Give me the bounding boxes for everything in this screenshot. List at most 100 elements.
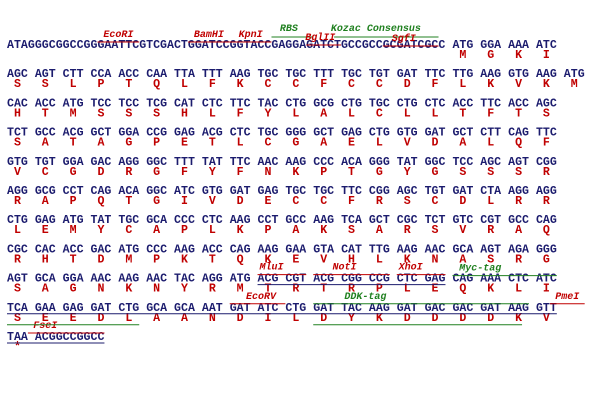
amino-acid: Q bbox=[543, 224, 550, 237]
amino-acid: Y bbox=[265, 107, 272, 120]
amino-acid: G bbox=[153, 166, 160, 179]
codon: CTC bbox=[202, 214, 223, 227]
amino-acid: K bbox=[487, 78, 494, 91]
codon: AAG bbox=[174, 243, 195, 256]
codon: TAC bbox=[174, 273, 195, 286]
codon: TTC bbox=[425, 68, 446, 81]
codon: CCT bbox=[258, 214, 279, 227]
amino-acid: I bbox=[543, 283, 550, 296]
amino-acid: P bbox=[97, 78, 104, 91]
amino-acid: L bbox=[125, 312, 132, 325]
codon: TCC bbox=[452, 156, 473, 169]
amino-acid: F bbox=[181, 166, 188, 179]
amino-acid: F bbox=[543, 137, 550, 150]
amino-acid: T bbox=[209, 253, 216, 266]
codon: CTG bbox=[341, 97, 362, 110]
amino-acid: E bbox=[42, 224, 49, 237]
codon: ATG bbox=[63, 214, 84, 227]
amino-acid: G bbox=[125, 137, 132, 150]
amino-acid: L bbox=[487, 195, 494, 208]
amino-acid: C bbox=[376, 107, 383, 120]
codon: ACC bbox=[63, 243, 84, 256]
amino-acid: L bbox=[487, 137, 494, 150]
amino-acid: E bbox=[432, 283, 439, 296]
amino-acid: S bbox=[14, 312, 21, 325]
amino-acid: S bbox=[97, 107, 104, 120]
amino-acid: V bbox=[404, 137, 411, 150]
amino-acid: R bbox=[543, 195, 550, 208]
codon: AAG bbox=[118, 273, 139, 286]
codon: AGC bbox=[480, 156, 501, 169]
amino-acid: E bbox=[70, 312, 77, 325]
codon: AGC bbox=[7, 68, 28, 81]
amino-acid: L bbox=[404, 107, 411, 120]
amino-acid: A bbox=[292, 224, 299, 237]
amino-acid: P bbox=[181, 224, 188, 237]
codon: GTG bbox=[202, 185, 223, 198]
amino-acid: G bbox=[543, 253, 550, 266]
amino-acid: K bbox=[515, 49, 522, 62]
amino-acid: A bbox=[42, 195, 49, 208]
amino-acid: L bbox=[459, 78, 466, 91]
codon: GCT bbox=[452, 127, 473, 140]
codon: GGG bbox=[536, 243, 557, 256]
codon: GCT bbox=[91, 127, 112, 140]
codon: GCA bbox=[146, 302, 167, 315]
amino-acid: T bbox=[70, 137, 77, 150]
codon: GAT bbox=[452, 185, 473, 198]
codon: CCT bbox=[63, 185, 84, 198]
codon: GAT bbox=[397, 68, 418, 81]
codon: AAC bbox=[146, 273, 167, 286]
amino-acid: H bbox=[348, 253, 355, 266]
codon: TGC bbox=[285, 185, 306, 198]
amino-acid: R bbox=[14, 195, 21, 208]
codon: ATAGGGCGGCCGGGAATTCGTCGACTGGATCCGGTACCGA… bbox=[7, 39, 445, 52]
codon: GGC bbox=[146, 156, 167, 169]
codon: TTT bbox=[313, 68, 334, 81]
amino-acid: Q bbox=[515, 137, 522, 150]
amino-acid: L bbox=[515, 283, 522, 296]
codon: GGC bbox=[425, 156, 446, 169]
codon: ACC bbox=[452, 97, 473, 110]
codon: GAG bbox=[425, 273, 446, 286]
codon: AAG bbox=[230, 214, 251, 227]
amino-acid: S bbox=[459, 166, 466, 179]
codon: TAC bbox=[258, 97, 279, 110]
amino-acid: L bbox=[181, 78, 188, 91]
amino-acid: F bbox=[237, 107, 244, 120]
codon: AGA bbox=[508, 243, 529, 256]
codon: AAC bbox=[91, 273, 112, 286]
codon: TTT bbox=[202, 68, 223, 81]
amino-acid: T bbox=[348, 166, 355, 179]
codon: GAG bbox=[341, 127, 362, 140]
codon: ATG bbox=[564, 68, 585, 81]
codon: GAA bbox=[285, 243, 306, 256]
codon: CGC bbox=[397, 214, 418, 227]
codon: AAA bbox=[508, 39, 529, 52]
feature-label: SgfI bbox=[392, 33, 416, 45]
amino-acid: P bbox=[153, 137, 160, 150]
codon: GAT bbox=[313, 302, 334, 315]
codon: ACC bbox=[202, 243, 223, 256]
codon: GGA bbox=[480, 39, 501, 52]
amino-acid: T bbox=[265, 283, 272, 296]
amino-acid: K bbox=[404, 253, 411, 266]
codon: TGC bbox=[118, 214, 139, 227]
codon: TTT bbox=[174, 156, 195, 169]
amino-acid: D bbox=[237, 312, 244, 325]
codon: TCG bbox=[146, 97, 167, 110]
amino-acid: N bbox=[153, 283, 160, 296]
amino-acid: L bbox=[404, 283, 411, 296]
codon: CTC bbox=[397, 273, 418, 286]
amino-acid: D bbox=[432, 312, 439, 325]
feature-label: BamHI bbox=[194, 30, 224, 41]
amino-acid: Q bbox=[97, 195, 104, 208]
amino-acid: L bbox=[14, 224, 21, 237]
codon: AAG bbox=[508, 302, 529, 315]
codon: CAA bbox=[146, 68, 167, 81]
amino-acid: R bbox=[125, 166, 132, 179]
codon: CTG bbox=[369, 127, 390, 140]
codon: GCA bbox=[146, 214, 167, 227]
amino-acid: I bbox=[181, 195, 188, 208]
